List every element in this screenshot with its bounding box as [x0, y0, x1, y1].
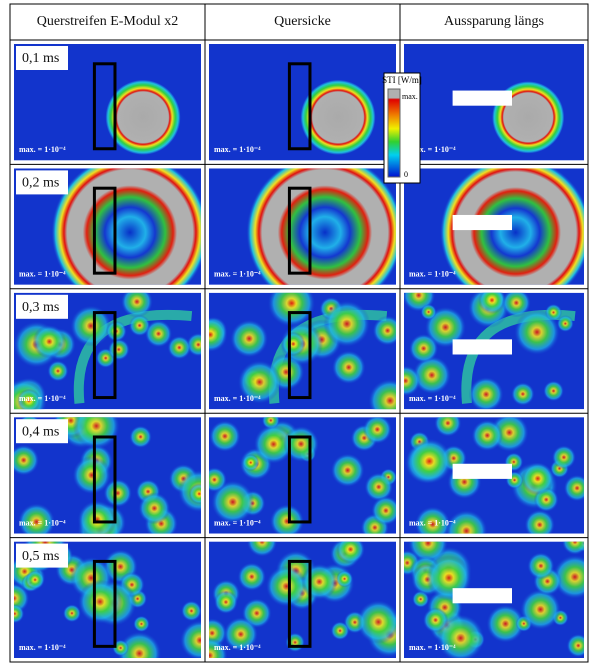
energy-blob — [242, 454, 259, 471]
max-label: max. = 1·10⁻⁴ — [19, 518, 66, 527]
energy-blob — [407, 438, 453, 484]
max-label: max. = 1·10⁻⁴ — [19, 394, 66, 403]
energy-blob — [511, 382, 534, 405]
energy-blob — [331, 621, 350, 640]
max-label: max. = 1·10⁻⁴ — [214, 145, 261, 154]
time-label: 0,5 ms — [22, 549, 59, 564]
energy-blob — [331, 453, 365, 487]
wave-front — [301, 80, 376, 155]
max-label: max. = 1·10⁻⁴ — [214, 394, 261, 403]
simulation-image — [209, 44, 396, 160]
simulation-image — [390, 279, 584, 412]
energy-blob — [336, 570, 353, 587]
energy-blob — [332, 350, 366, 384]
max-label: max. = 1·10⁻⁴ — [409, 270, 456, 279]
energy-blob — [266, 566, 307, 607]
figure: Querstreifen E-Modul x2 Quersicke Aussparu… — [0, 0, 592, 664]
time-label: 0,1 ms — [22, 51, 59, 66]
time-label: 0,3 ms — [22, 300, 59, 315]
energy-blob — [472, 420, 503, 451]
max-label: max. = 1·10⁻⁴ — [409, 643, 456, 652]
energy-blob — [5, 604, 24, 623]
energy-blob — [363, 415, 392, 444]
max-label: max. = 1·10⁻⁴ — [409, 394, 456, 403]
legend-max: max. — [402, 92, 418, 101]
cutout — [453, 339, 512, 354]
cutout — [453, 588, 512, 603]
energy-blob — [214, 590, 238, 614]
simulation-image — [395, 523, 592, 662]
energy-blob — [138, 492, 170, 524]
max-label: max. = 1·10⁻⁴ — [214, 643, 261, 652]
cutout — [453, 215, 512, 230]
max-label: max. = 1·10⁻⁴ — [409, 518, 456, 527]
wave-front — [106, 80, 181, 155]
energy-blob — [543, 381, 564, 402]
energy-blob — [230, 320, 268, 358]
energy-blob — [409, 334, 438, 363]
energy-blob — [108, 339, 130, 361]
energy-blob — [209, 420, 241, 452]
energy-blob — [129, 426, 151, 448]
max-label: max. = 1·10⁻⁴ — [19, 145, 66, 154]
cutout — [453, 464, 512, 479]
time-label: 0,4 ms — [22, 424, 59, 439]
energy-blob — [552, 445, 576, 469]
time-label: 0,2 ms — [22, 176, 59, 191]
energy-blob — [281, 332, 305, 356]
legend-title: STI [W/m] — [382, 75, 422, 85]
simulation-image — [404, 44, 584, 160]
energy-blob — [104, 479, 133, 508]
legend-min: 0 — [404, 170, 408, 179]
energy-blob — [521, 462, 554, 495]
energy-blob — [133, 616, 149, 632]
energy-blob — [238, 563, 266, 591]
energy-blob — [514, 309, 560, 355]
max-label: max. = 1·10⁻⁴ — [214, 270, 261, 279]
energy-blob — [520, 589, 561, 630]
column-header: Quersicke — [274, 14, 331, 29]
energy-blob — [527, 552, 554, 579]
energy-blob — [25, 570, 44, 589]
energy-blob — [33, 325, 67, 359]
energy-blob — [301, 564, 337, 600]
simulation-image — [404, 410, 590, 552]
energy-blob — [469, 377, 504, 412]
energy-blob — [47, 360, 68, 381]
energy-blob — [437, 614, 485, 662]
colorbar — [388, 89, 400, 177]
energy-blob — [324, 301, 371, 348]
energy-blob — [168, 336, 192, 360]
column-header: Aussparung längs — [444, 14, 544, 29]
energy-blob — [357, 600, 401, 644]
energy-blob — [63, 604, 81, 622]
energy-blob — [421, 304, 437, 320]
cutout — [453, 91, 512, 106]
max-label: max. = 1·10⁻⁴ — [19, 270, 66, 279]
max-label: max. = 1·10⁻⁴ — [214, 518, 261, 527]
energy-blob — [181, 601, 202, 622]
max-label: max. = 1·10⁻⁴ — [19, 643, 66, 652]
energy-blob — [145, 320, 172, 347]
energy-blob — [77, 500, 116, 539]
column-header: Querstreifen E-Modul x2 — [37, 14, 179, 29]
